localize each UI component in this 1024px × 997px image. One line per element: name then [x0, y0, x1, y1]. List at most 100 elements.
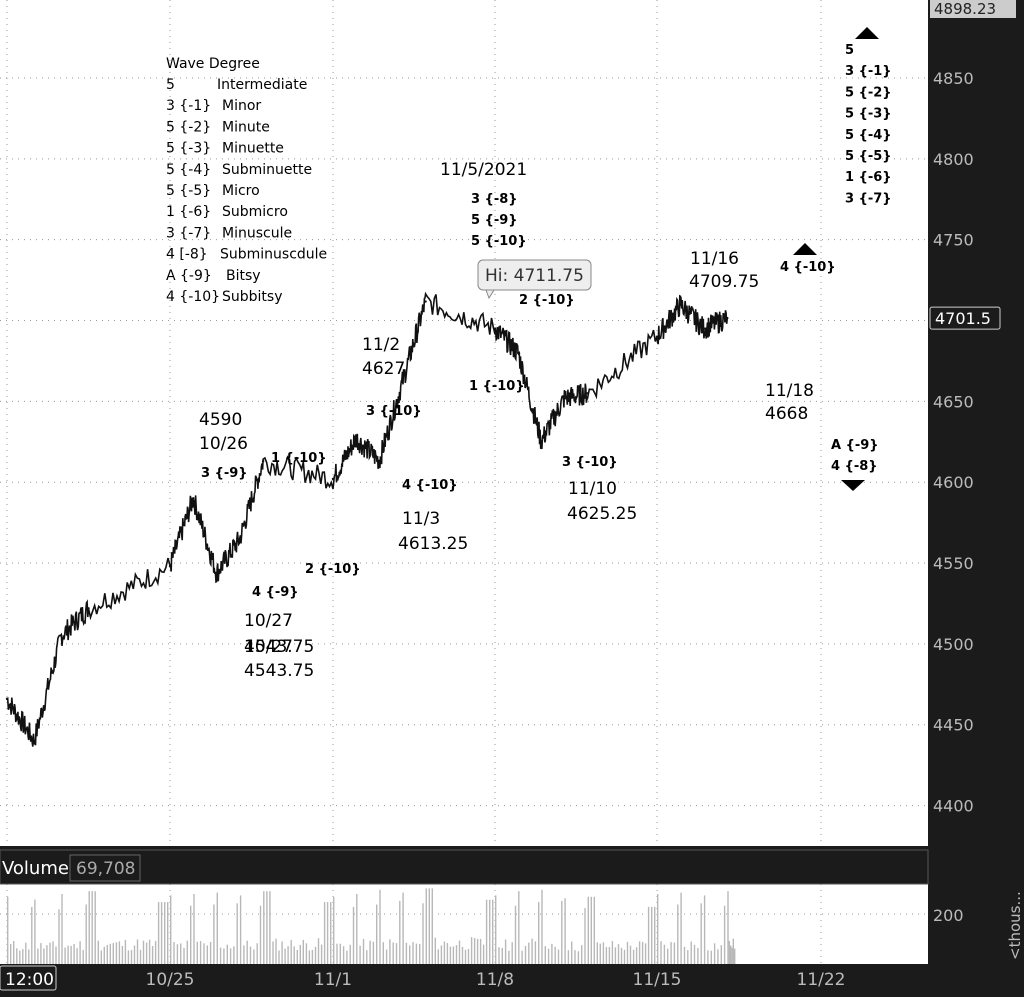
volume-bar [342, 946, 345, 964]
legend-degree: 5 {-4} [166, 162, 211, 178]
volume-bar [382, 942, 384, 964]
wave-label: 4 {-10} [402, 478, 458, 493]
volume-bar [10, 944, 12, 964]
legend-name: Minuscule [222, 225, 292, 241]
legend-name: Minuette [222, 141, 284, 157]
wave-stack-label: 5 {-4} [845, 128, 892, 143]
volume-y-axis: 200 <thous... [933, 891, 1024, 960]
y-tick-label: 4500 [933, 635, 974, 654]
wave-label: 3 {-10} [366, 404, 422, 419]
volume-bar [710, 950, 712, 964]
wave-label: 2 {-10} [305, 562, 361, 577]
volume-bar [620, 947, 623, 964]
volume-bar [356, 894, 358, 964]
volume-bar [61, 894, 63, 964]
volume-bar [193, 894, 195, 964]
volume-bar [366, 950, 368, 964]
volume-bar [203, 943, 205, 964]
volume-bar [206, 945, 208, 964]
volume-bar [734, 948, 736, 964]
y-tick-label: 4550 [933, 554, 974, 573]
volume-bar [34, 899, 36, 964]
legend-degree: 3 {-7} [166, 225, 211, 241]
volume-bar [574, 950, 576, 964]
volume-bar [521, 950, 523, 964]
volume-bar [593, 896, 595, 964]
top-value-box [930, 0, 1016, 18]
wave-label: 3 {-10} [562, 455, 618, 470]
volume-bar [395, 943, 398, 964]
volume-bar [693, 944, 696, 964]
wave-label: 3 {-9} [201, 466, 248, 481]
volume-bar [124, 939, 127, 964]
date-label: 11/2 [362, 335, 400, 355]
volume-bar [305, 943, 308, 964]
volume-bar [372, 941, 375, 964]
wave-stack-label: A {-9} [831, 438, 879, 453]
volume-y-tick-label: 200 [933, 906, 964, 925]
price-label: 4590 [199, 410, 242, 430]
time-x-axis: 12:00 10/25 11/1 11/8 11/15 11/22 [0, 965, 846, 991]
x-tick-label: 10/25 [146, 970, 195, 990]
volume-bar [461, 946, 464, 964]
volume-bar [660, 941, 662, 964]
volume-bar [723, 905, 726, 964]
volume-bar [186, 940, 188, 964]
volume-bar [164, 902, 166, 964]
volume-bar [680, 892, 682, 964]
volume-bar [94, 891, 96, 964]
volume-bar [308, 950, 311, 964]
y-tick-label: 4850 [933, 69, 974, 88]
price-point [702, 327, 706, 330]
volume-bar [730, 945, 732, 964]
price-y-axis: 4400445045004550460046504700475048004850… [929, 0, 1016, 816]
volume-bar [284, 948, 286, 964]
volume-bar [293, 946, 295, 964]
x-tick-label: 11/8 [476, 970, 514, 990]
volume-bar [103, 946, 105, 964]
volume-bar [323, 902, 326, 964]
last-value-label: 4701.5 [935, 309, 991, 328]
volume-bar [67, 945, 69, 964]
volume-bar [236, 903, 238, 964]
down-arrow-marker [841, 480, 865, 491]
wave-stack-label: 3 {-8} [471, 192, 518, 207]
y-tick-label: 4750 [933, 231, 974, 250]
volume-bar [55, 946, 57, 964]
price-point [726, 316, 729, 320]
price-line [6, 291, 729, 747]
volume-bar [199, 941, 202, 964]
last-value-box [929, 306, 1001, 330]
volume-bar [85, 904, 87, 964]
volume-bar [320, 944, 323, 964]
legend-degree: 5 {-2} [166, 119, 211, 135]
volume-bar [492, 899, 494, 964]
wave-stack-label: 5 {-3} [845, 107, 892, 122]
wave-stack-label: 4 {-8} [831, 459, 878, 474]
volume-bar [173, 941, 175, 964]
volume-bar [428, 888, 430, 964]
volume-bar [654, 906, 656, 964]
volume-bar [118, 941, 121, 964]
volume-bar [359, 945, 361, 964]
volume-bar [489, 899, 491, 964]
price-point [540, 440, 543, 443]
volume-bar [13, 941, 15, 964]
price-label: 4543.75 [244, 661, 314, 681]
price-point [261, 459, 265, 463]
volume-bar [180, 943, 182, 964]
volume-bar [136, 939, 139, 964]
volume-bar [43, 948, 45, 964]
wave-stack-label: 5 {-10} [471, 234, 527, 249]
volume-bar [641, 941, 644, 964]
volume-bar [564, 898, 566, 964]
volume-bar [571, 941, 573, 964]
legend-name: Subbitsy [222, 289, 283, 305]
volume-bar [216, 892, 218, 964]
wave-stack-label: 1 {-6} [845, 170, 892, 185]
volume-bar [464, 949, 467, 964]
legend-title: Wave Degree [166, 56, 260, 72]
y-tick-label: 4650 [933, 392, 974, 411]
up-arrow-marker [793, 243, 817, 255]
volume-bar [287, 946, 289, 964]
